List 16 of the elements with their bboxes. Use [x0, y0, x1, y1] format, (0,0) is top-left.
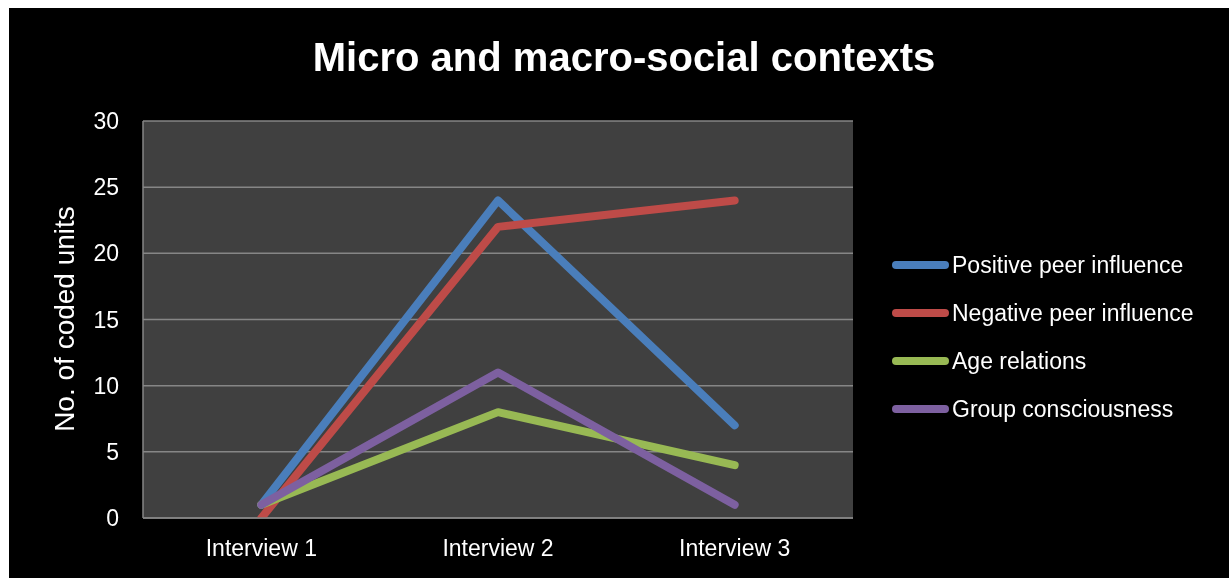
- legend-label: Group consciousness: [952, 395, 1174, 423]
- x-tick-label: Interview 1: [205, 535, 317, 562]
- y-tick-label: 15: [93, 306, 119, 333]
- x-tick-label: Interview 3: [679, 535, 791, 562]
- y-tick-label: 20: [93, 240, 119, 267]
- chart-title: Micro and macro-social contexts: [311, 35, 937, 80]
- legend-label: Positive peer influence: [952, 251, 1184, 279]
- x-tick-label: Interview 2: [442, 535, 554, 562]
- y-tick-label: 5: [106, 439, 119, 465]
- y-tick-label: 10: [93, 372, 119, 399]
- legend-label: Age relations: [952, 347, 1087, 375]
- y-tick-label: 30: [93, 108, 119, 135]
- y-tick-label: 0: [106, 505, 119, 532]
- y-tick-label: 25: [93, 174, 119, 201]
- y-axis-title: No. of coded units: [49, 206, 81, 432]
- legend-label: Negative peer influence: [952, 299, 1194, 327]
